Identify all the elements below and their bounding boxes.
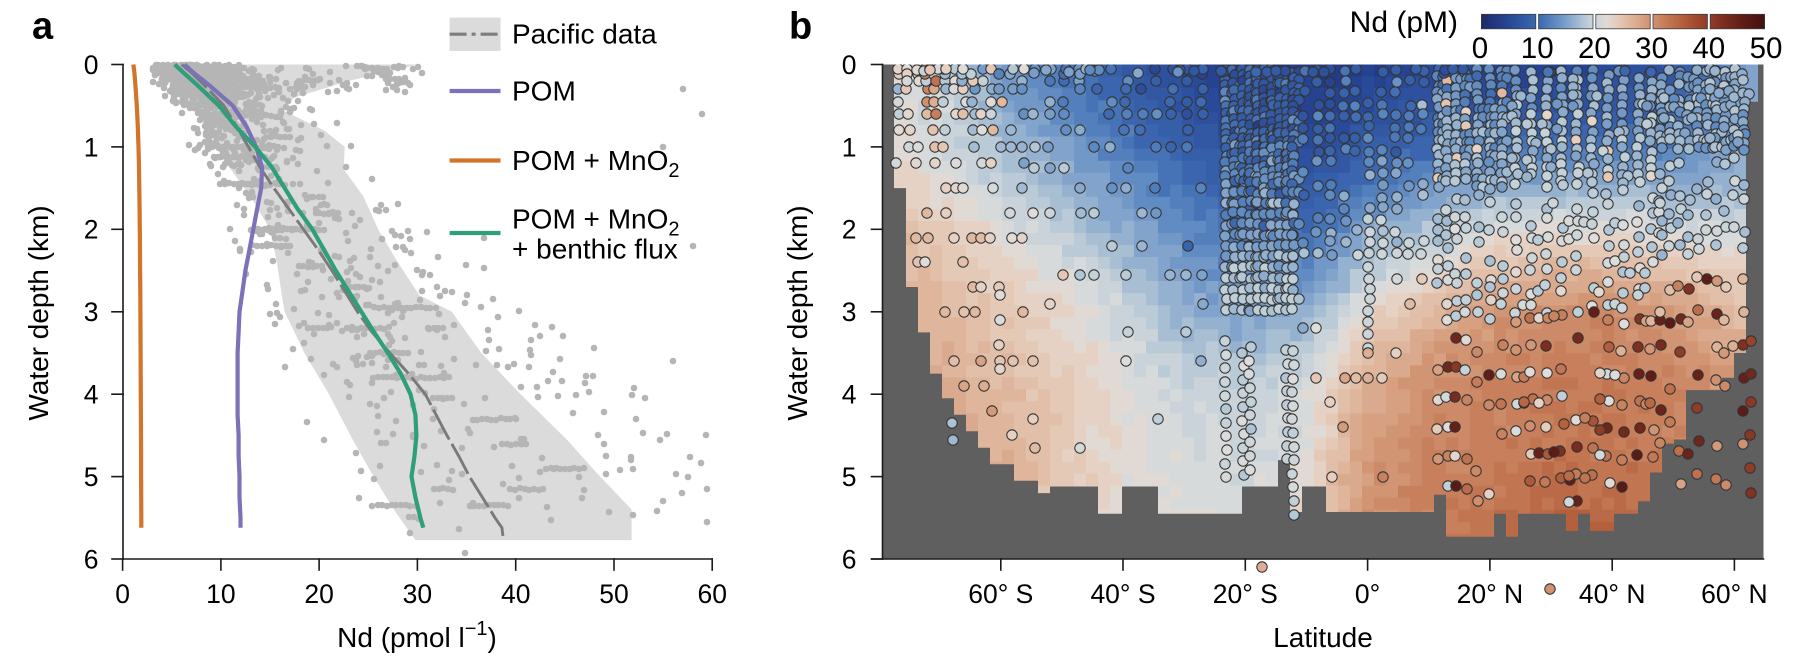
svg-text:POM + MnO2: POM + MnO2 bbox=[512, 204, 680, 241]
svg-text:Water depth (km): Water depth (km) bbox=[23, 205, 54, 420]
svg-text:Nd (pmol l−1): Nd (pmol l−1) bbox=[337, 618, 497, 653]
svg-text:0: 0 bbox=[115, 579, 130, 609]
svg-text:+ benthic flux: + benthic flux bbox=[512, 234, 678, 265]
svg-text:POM + MnO2: POM + MnO2 bbox=[512, 145, 680, 182]
svg-text:50: 50 bbox=[599, 579, 628, 609]
svg-text:6: 6 bbox=[84, 544, 99, 574]
svg-text:10: 10 bbox=[206, 579, 235, 609]
svg-text:60: 60 bbox=[697, 579, 726, 609]
svg-text:a: a bbox=[32, 6, 54, 48]
svg-text:30: 30 bbox=[403, 579, 432, 609]
svg-text:40: 40 bbox=[501, 579, 530, 609]
svg-text:1: 1 bbox=[84, 132, 99, 162]
svg-text:2: 2 bbox=[84, 215, 99, 245]
svg-text:4: 4 bbox=[84, 380, 99, 410]
svg-text:5: 5 bbox=[84, 462, 99, 492]
svg-text:20: 20 bbox=[304, 579, 333, 609]
svg-text:POM: POM bbox=[512, 76, 576, 107]
svg-text:3: 3 bbox=[84, 297, 99, 327]
svg-text:0: 0 bbox=[84, 50, 99, 80]
svg-text:Pacific data: Pacific data bbox=[512, 19, 657, 50]
